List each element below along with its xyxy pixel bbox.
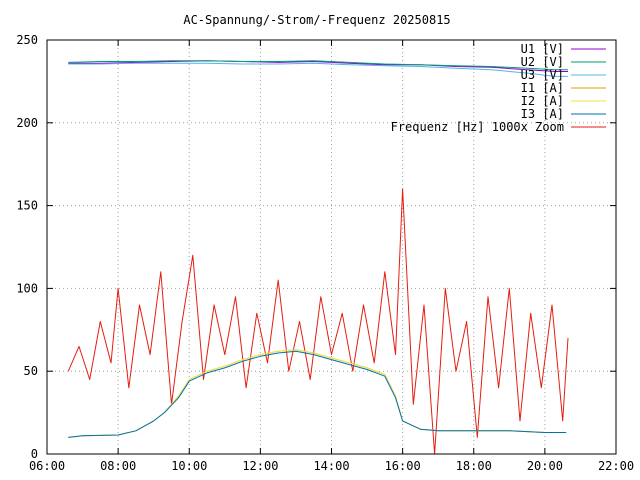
- series-line: [68, 349, 567, 438]
- x-tick-label: 06:00: [29, 459, 65, 473]
- x-tick-label: 08:00: [100, 459, 136, 473]
- x-tick-label: 16:00: [385, 459, 421, 473]
- chart-title: AC-Spannung/-Strom/-Frequenz 20250815: [183, 13, 450, 27]
- legend-label: I1 [A]: [521, 81, 564, 95]
- x-tick-label: 20:00: [527, 459, 563, 473]
- series-line: [68, 350, 567, 438]
- x-tick-label: 22:00: [598, 459, 634, 473]
- x-tick-label: 18:00: [456, 459, 492, 473]
- series-line: [67, 188, 569, 455]
- series-line: [68, 349, 567, 438]
- y-tick-label: 50: [24, 364, 38, 378]
- series-line: [68, 60, 568, 71]
- x-tick-label: 14:00: [313, 459, 349, 473]
- legend-label: Frequenz [Hz] 1000x Zoom: [391, 120, 564, 134]
- legend-label: U2 [V]: [521, 55, 564, 69]
- grid: [47, 40, 616, 454]
- y-tick-label: 150: [16, 199, 38, 213]
- legend-label: U3 [V]: [521, 68, 564, 82]
- series-line: [68, 60, 568, 72]
- y-tick-label: 200: [16, 116, 38, 130]
- series-line: [68, 62, 568, 77]
- legend-label: U1 [V]: [521, 42, 564, 56]
- plot-lines: [67, 60, 569, 455]
- y-tick-label: 100: [16, 281, 38, 295]
- legend-label: I3 [A]: [521, 107, 564, 121]
- x-tick-label: 10:00: [171, 459, 207, 473]
- axes: 06:00 08:00 10:00 12:00 14:00 16:00 18:00 20:00…: [16, 33, 634, 473]
- legend-label: I2 [A]: [521, 94, 564, 108]
- legend: U1 [V]U2 [V]U3 [V]I1 [A]I2 [A]I3 [A]Freq…: [391, 42, 606, 134]
- y-tick-label: 0: [31, 447, 38, 461]
- y-tick-label: 250: [16, 33, 38, 47]
- x-tick-label: 12:00: [242, 459, 278, 473]
